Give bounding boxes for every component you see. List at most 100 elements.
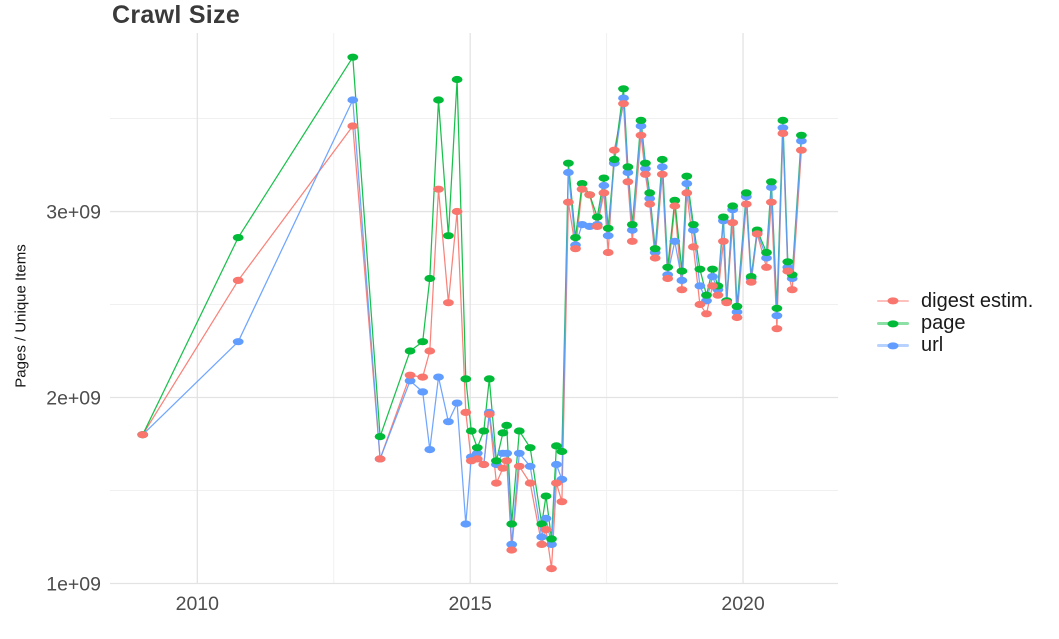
legend-dot-swatch [887, 342, 899, 350]
data-point-page [727, 202, 739, 210]
data-point-digest-estim- [556, 498, 568, 506]
data-point-url [640, 165, 651, 173]
data-point-digest-estim- [232, 276, 244, 284]
data-point-url [433, 373, 444, 381]
data-point-digest-estim- [540, 526, 552, 534]
data-point-digest-estim- [576, 185, 588, 193]
data-point-digest-estim- [347, 122, 359, 130]
legend-label: page [921, 312, 966, 335]
data-point-page [471, 444, 483, 452]
data-point-digest-estim- [644, 200, 656, 208]
data-point-page [347, 53, 359, 61]
data-point-url [598, 181, 610, 190]
chart-title: Crawl Size [112, 1, 241, 29]
data-point-url [546, 540, 557, 549]
y-tick-label: 1e+09 [46, 574, 101, 596]
data-point-page [688, 221, 699, 229]
data-point-digest-estim- [745, 278, 757, 286]
data-point-page [404, 347, 416, 355]
data-point-page [602, 224, 614, 232]
data-point-page [540, 492, 552, 500]
data-point-page [478, 427, 490, 435]
data-point-url [618, 94, 629, 102]
data-point-page [433, 96, 444, 104]
data-point-digest-estim- [626, 237, 638, 245]
data-point-url [513, 449, 525, 457]
data-point-digest-estim- [740, 200, 752, 208]
data-point-url [506, 540, 518, 549]
data-point-page [694, 265, 706, 273]
data-point-page [608, 155, 620, 164]
data-point-page [796, 131, 807, 139]
data-point-url [540, 514, 552, 523]
data-point-page [669, 196, 681, 204]
data-point-digest-estim- [491, 479, 502, 487]
data-point-digest-estim- [483, 410, 495, 418]
data-point-url [707, 273, 718, 281]
data-point-digest-estim- [374, 455, 386, 463]
data-point-page [536, 520, 548, 528]
data-point-url [644, 194, 656, 203]
data-point-page [424, 274, 436, 283]
data-point-page [417, 338, 429, 346]
data-point-digest-estim- [688, 243, 699, 251]
data-point-page [598, 174, 610, 182]
data-point-url [451, 399, 463, 407]
data-point-digest-estim- [662, 274, 674, 283]
data-point-url [471, 449, 483, 457]
x-tick-label: 2010 [176, 593, 220, 615]
data-point-digest-estim- [707, 282, 718, 290]
data-point-digest-estim- [570, 245, 581, 253]
data-point-digest-estim- [701, 310, 712, 318]
data-point-digest-estim- [796, 146, 807, 154]
data-point-page [576, 180, 588, 188]
legend: digest estim. page url [877, 290, 1033, 357]
data-point-url [771, 312, 783, 320]
data-point-page [626, 221, 638, 229]
data-point-url [777, 124, 789, 132]
data-point-page [513, 427, 525, 435]
data-point-digest-estim- [404, 371, 416, 379]
data-point-page [443, 232, 454, 240]
data-point-page [745, 273, 757, 281]
data-point-url [656, 163, 668, 171]
legend-key [877, 313, 909, 335]
data-point-digest-estim- [524, 479, 536, 487]
data-point-url [626, 226, 638, 234]
data-point-url [622, 168, 634, 177]
legend-dot-swatch [887, 297, 899, 305]
data-point-url [796, 137, 807, 145]
data-point-digest-estim- [501, 457, 513, 465]
series-line-page [142, 56, 803, 540]
data-point-page [676, 267, 688, 275]
data-point-digest-estim- [506, 546, 518, 554]
data-point-url [766, 183, 777, 191]
data-point-digest-estim- [598, 189, 610, 197]
data-point-digest-estim- [584, 191, 596, 199]
data-point-digest-estim- [669, 202, 681, 210]
data-point-url [460, 520, 472, 528]
data-point-page [465, 427, 477, 435]
data-point-url [424, 446, 436, 454]
data-point-url [676, 276, 688, 284]
data-point-digest-estim- [718, 237, 729, 245]
data-point-digest-estim- [635, 131, 647, 139]
data-point-page [570, 234, 581, 242]
data-point-digest-estim- [640, 170, 651, 178]
data-point-page [563, 159, 574, 167]
data-point-url [536, 533, 548, 541]
data-point-digest-estim- [656, 170, 668, 178]
data-point-digest-estim- [681, 189, 693, 197]
data-point-digest-estim- [546, 565, 557, 573]
legend-item-digest-estim: digest estim. [877, 290, 1033, 312]
data-point-page [232, 234, 244, 242]
legend-label: digest estim. [921, 289, 1034, 312]
data-point-page [483, 375, 495, 383]
data-point-page [618, 85, 629, 93]
data-point-digest-estim- [563, 198, 574, 206]
data-point-digest-estim- [137, 431, 149, 439]
data-point-digest-estim- [433, 185, 444, 193]
data-point-page [501, 421, 513, 429]
